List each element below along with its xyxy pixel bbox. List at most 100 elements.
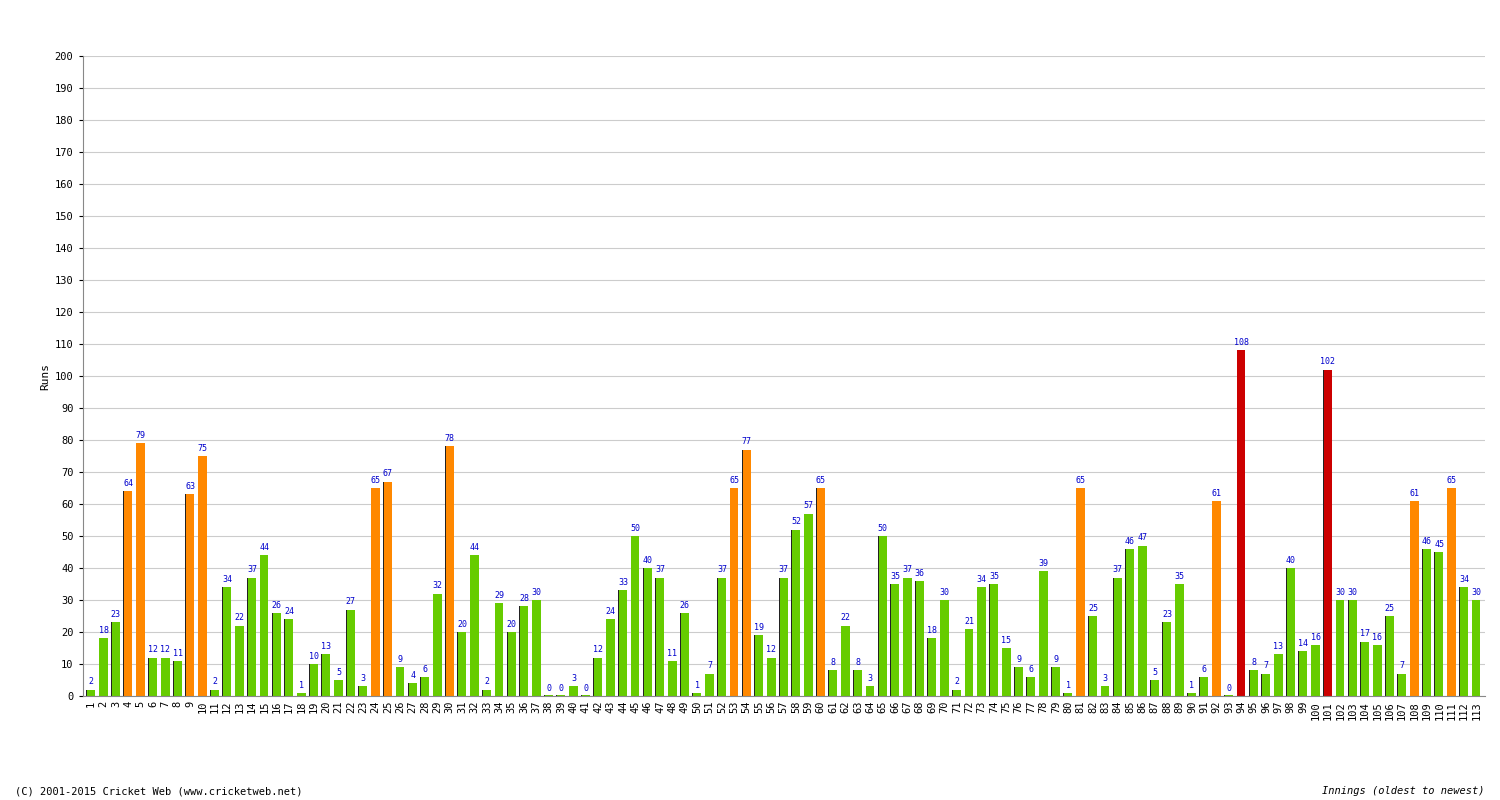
Text: 65: 65 [1076, 476, 1086, 485]
Text: 35: 35 [988, 572, 999, 581]
Text: 47: 47 [1137, 534, 1148, 542]
Bar [346, 610, 355, 696]
Text: 16: 16 [1311, 633, 1320, 642]
Text: 45: 45 [1434, 540, 1444, 549]
Bar [718, 578, 726, 696]
Bar [928, 638, 936, 696]
Bar [1064, 693, 1072, 696]
Text: 1: 1 [694, 681, 699, 690]
Bar [1262, 674, 1270, 696]
Bar [1028, 677, 1035, 696]
Bar [1138, 546, 1146, 696]
Text: 37: 37 [778, 566, 789, 574]
Bar [309, 664, 318, 696]
Bar [1176, 584, 1184, 696]
Text: 21: 21 [964, 617, 975, 626]
Text: 18: 18 [927, 626, 938, 635]
Text: 52: 52 [790, 518, 801, 526]
Text: 15: 15 [1002, 636, 1011, 645]
Bar [236, 626, 243, 696]
Bar [1374, 645, 1382, 696]
Bar [1287, 568, 1294, 696]
Text: 12: 12 [592, 646, 603, 654]
Bar [198, 456, 207, 696]
Text: 79: 79 [135, 431, 146, 440]
Bar [853, 670, 862, 696]
Bar [656, 578, 664, 696]
Text: 25: 25 [1384, 604, 1395, 613]
Text: 61: 61 [1410, 489, 1419, 498]
Text: 78: 78 [446, 434, 454, 443]
Bar [1077, 488, 1084, 696]
Bar [705, 674, 714, 696]
Bar [891, 584, 898, 696]
Text: 2: 2 [213, 678, 217, 686]
Bar [903, 578, 912, 696]
Text: 75: 75 [198, 444, 207, 453]
Bar [952, 690, 962, 696]
Bar [978, 587, 986, 696]
Text: 7: 7 [1263, 662, 1269, 670]
Text: 108: 108 [1234, 338, 1250, 347]
Bar [396, 667, 405, 696]
Text: 8: 8 [1251, 658, 1256, 667]
Text: 26: 26 [680, 601, 690, 610]
Text: 20: 20 [458, 620, 466, 629]
Bar [210, 690, 219, 696]
Bar [632, 536, 639, 696]
Text: 44: 44 [470, 543, 480, 552]
Text: 2: 2 [954, 678, 960, 686]
Text: 30: 30 [531, 588, 542, 597]
Bar [594, 658, 603, 696]
Bar [1386, 616, 1394, 696]
Text: 22: 22 [840, 614, 850, 622]
Text: 14: 14 [1298, 639, 1308, 648]
Text: (C) 2001-2015 Cricket Web (www.cricketweb.net): (C) 2001-2015 Cricket Web (www.cricketwe… [15, 786, 303, 796]
Bar [483, 690, 490, 696]
Text: 40: 40 [1286, 556, 1296, 565]
Text: 6: 6 [423, 665, 427, 674]
Bar [816, 488, 825, 696]
Bar [1275, 654, 1282, 696]
Bar [248, 578, 256, 696]
Text: 37: 37 [248, 566, 256, 574]
Bar [1472, 600, 1480, 696]
Bar [1150, 680, 1160, 696]
Bar [422, 677, 429, 696]
Text: 11: 11 [668, 649, 678, 658]
Bar [1299, 651, 1308, 696]
Bar [507, 632, 516, 696]
Text: 35: 35 [1174, 572, 1185, 581]
Bar [1436, 552, 1443, 696]
Bar [669, 661, 676, 696]
Bar [408, 683, 417, 696]
Text: 26: 26 [272, 601, 282, 610]
Text: 34: 34 [222, 575, 232, 584]
Text: 65: 65 [1446, 476, 1456, 485]
Bar [1101, 686, 1110, 696]
Bar [730, 488, 738, 696]
Bar [1311, 645, 1320, 696]
Bar [297, 693, 306, 696]
Text: 9: 9 [1053, 655, 1059, 664]
Bar [742, 450, 752, 696]
Bar [285, 619, 292, 696]
Bar [915, 581, 924, 696]
Text: 24: 24 [606, 607, 615, 616]
Bar [384, 482, 392, 696]
Bar [111, 622, 120, 696]
Bar [693, 693, 702, 696]
Bar [1052, 667, 1060, 696]
Text: 2: 2 [484, 678, 489, 686]
Text: 0: 0 [558, 684, 564, 693]
Text: 8: 8 [855, 658, 861, 667]
Bar [322, 654, 330, 696]
Bar [865, 686, 874, 696]
Text: 37: 37 [717, 566, 728, 574]
Text: 40: 40 [642, 556, 652, 565]
Text: 16: 16 [1372, 633, 1383, 642]
Bar [766, 658, 776, 696]
Text: 77: 77 [741, 438, 752, 446]
Text: 29: 29 [495, 591, 504, 600]
Text: 6: 6 [1029, 665, 1033, 674]
